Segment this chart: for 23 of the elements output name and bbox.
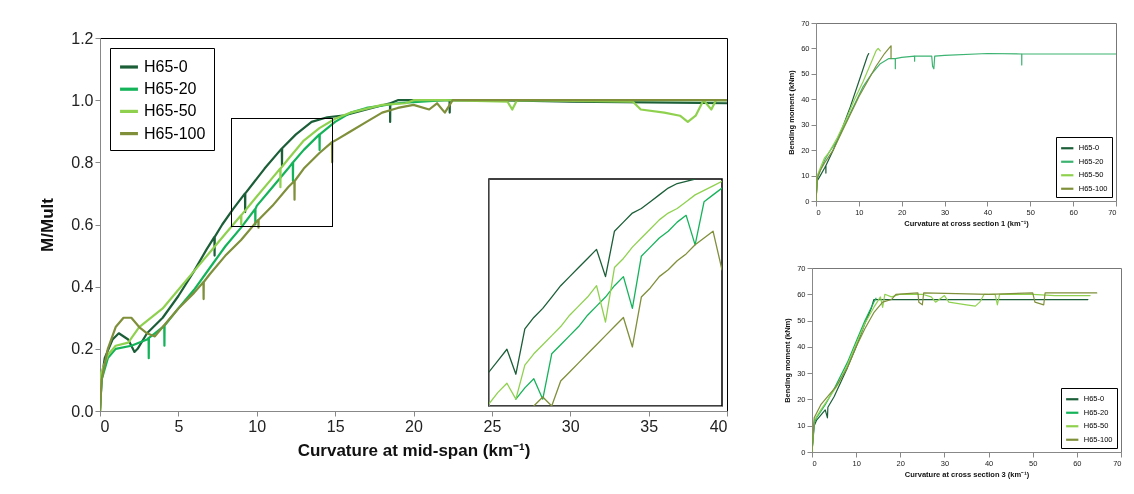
y-axis-title: M/Mult [38,197,58,252]
y-tick-label: 0.4 [71,278,94,296]
y-tick-label: 1.2 [71,29,94,47]
x-tick-label: 15 [326,417,345,435]
x-tick-label: 40 [709,417,728,435]
x-tick-label: 25 [483,417,502,435]
y-tick-label: 0.8 [71,153,94,171]
legend-label: H65-20 [144,80,197,98]
line-series [816,45,892,201]
y-tick-label: 0.0 [71,402,94,420]
x-tick-label: 5 [174,417,184,435]
x-axis-title: Curvature at mid-span (km⁻¹) [297,440,531,460]
legend-label: H65-50 [144,102,197,120]
x-tick-label: 20 [405,417,423,435]
y-tick-label: 0.2 [71,340,94,358]
x-tick-label: 30 [561,417,580,435]
y-tick-label: 0.6 [71,216,94,233]
x-tick-label: 0 [100,417,110,435]
x-tick-label: 35 [640,417,659,435]
x-tick-label: 10 [248,417,267,435]
legend-label: H65-100 [144,124,206,142]
y-tick-label: 1.0 [71,91,94,109]
legend-label: H65-0 [144,58,188,75]
